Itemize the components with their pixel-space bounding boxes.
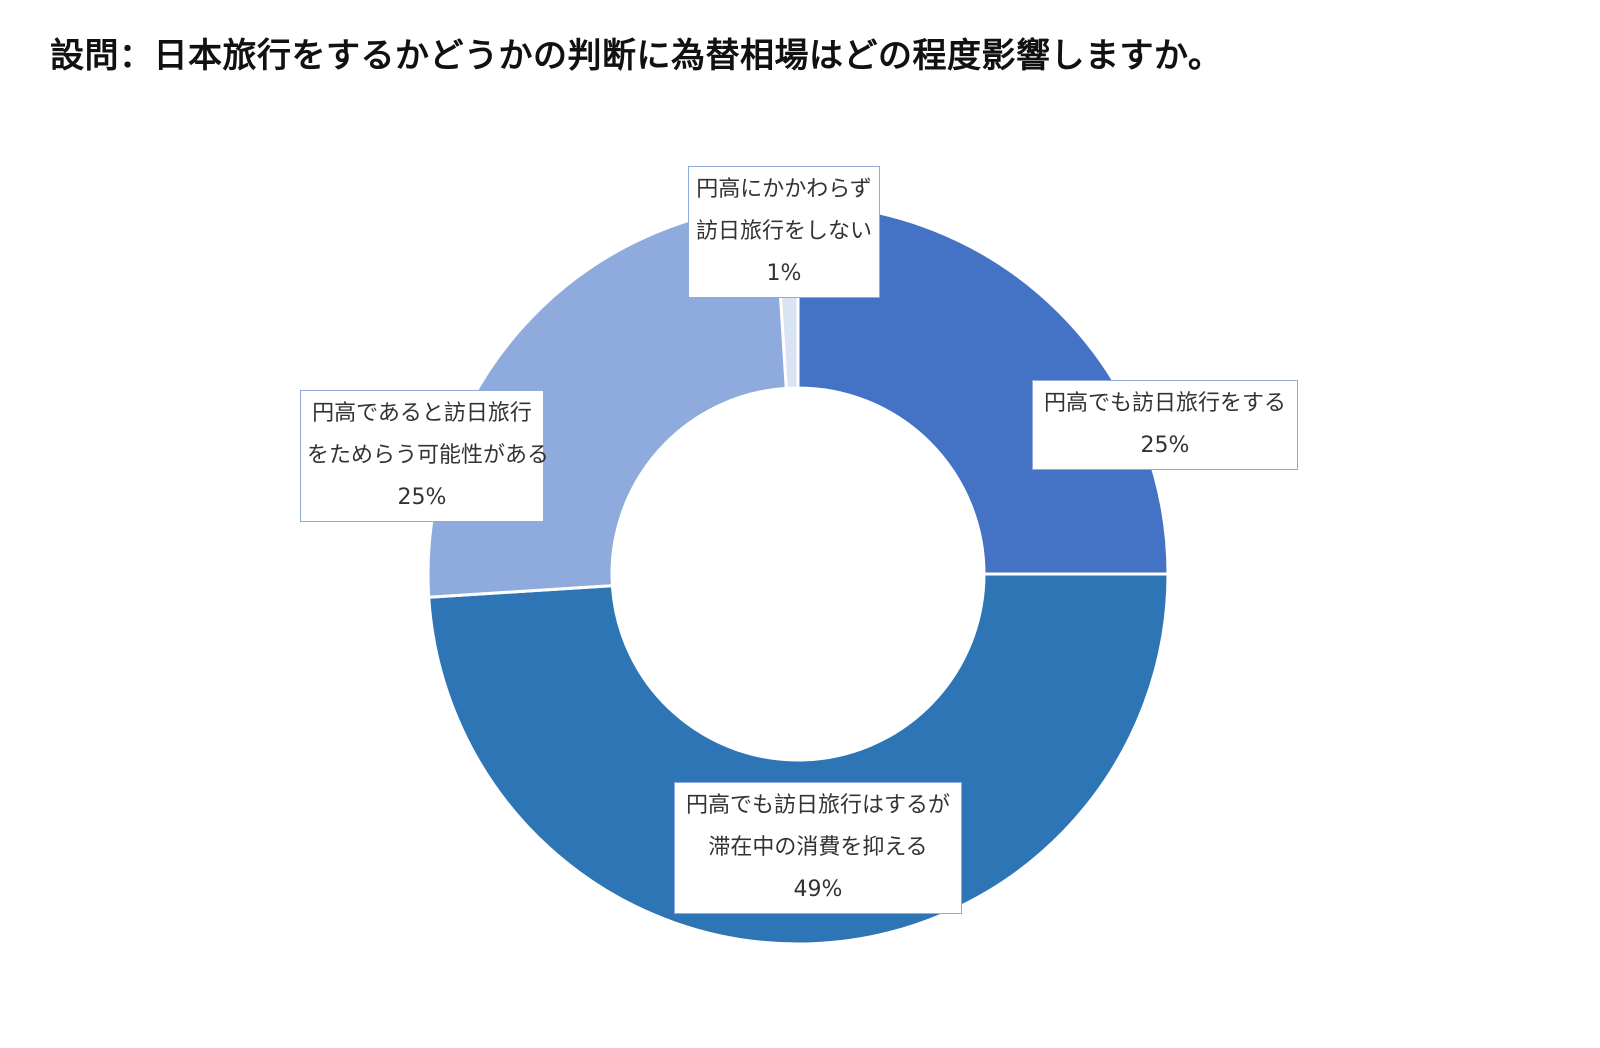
- slice-label-text: 円高でも訪日旅行はするが: [685, 793, 950, 818]
- slice-label-travel-anyway: 円高でも訪日旅行をする 25%: [1032, 380, 1298, 470]
- slice-label-text: 訪日旅行をしない: [695, 219, 872, 244]
- slice-label-may-hesitate: 円高であると訪日旅行 をためらう可能性がある 25%: [300, 390, 550, 522]
- slice-label-no-travel: 円高にかかわらず 訪日旅行をしない 1%: [688, 166, 880, 298]
- slice-label-travel-spend-less: 円高でも訪日旅行はするが 滞在中の消費を抑える 49%: [674, 782, 962, 914]
- slice-label-text: をためらう可能性がある: [307, 443, 550, 468]
- slice-value-label: 49%: [793, 877, 843, 902]
- slice-value-label: 1%: [766, 261, 802, 286]
- slice-label-text: 滞在中の消費を抑える: [708, 835, 928, 860]
- slice-value-label: 25%: [1140, 433, 1190, 458]
- slice-value-label: 25%: [397, 485, 447, 510]
- chart-title: 設問：日本旅行をするかどうかの判断に為替相場はどの程度影響しますか。: [50, 36, 1223, 76]
- slice-label-text: 円高にかかわらず: [696, 177, 872, 202]
- slice-label-text: 円高でも訪日旅行をする: [1043, 391, 1286, 416]
- donut-slice-1: [427, 572, 1170, 946]
- slice-label-text: 円高であると訪日旅行: [312, 401, 532, 426]
- donut-slice-0: [796, 202, 1170, 576]
